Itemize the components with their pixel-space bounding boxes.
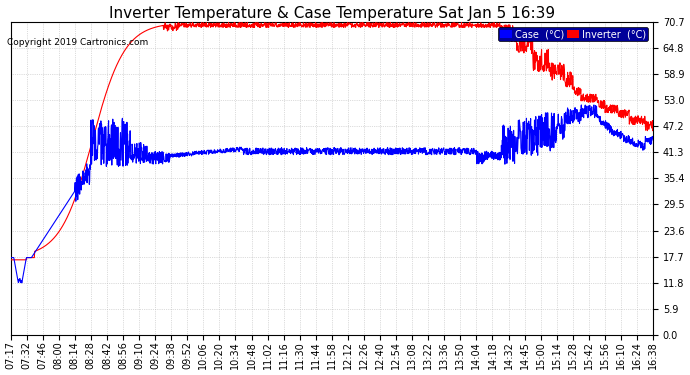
Legend: Case  (°C), Inverter  (°C): Case (°C), Inverter (°C) [498, 27, 648, 42]
Title: Inverter Temperature & Case Temperature Sat Jan 5 16:39: Inverter Temperature & Case Temperature … [109, 6, 555, 21]
Text: Copyright 2019 Cartronics.com: Copyright 2019 Cartronics.com [7, 38, 148, 47]
